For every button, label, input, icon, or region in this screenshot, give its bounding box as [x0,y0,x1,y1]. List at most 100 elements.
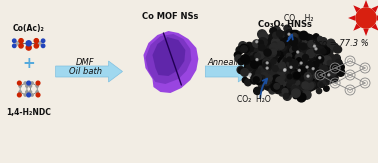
Circle shape [294,58,299,63]
Circle shape [260,66,268,75]
Circle shape [271,49,276,54]
Circle shape [331,64,339,72]
Circle shape [263,79,270,85]
Circle shape [326,54,335,63]
Circle shape [279,64,284,68]
Circle shape [302,67,309,75]
Polygon shape [56,61,122,82]
Circle shape [299,67,304,71]
Circle shape [255,77,263,84]
Circle shape [254,48,261,54]
Circle shape [292,89,300,97]
Circle shape [287,57,295,65]
Circle shape [235,55,242,62]
Circle shape [274,83,280,89]
Circle shape [256,59,258,61]
Circle shape [273,58,278,63]
Circle shape [282,89,288,94]
Circle shape [260,73,265,79]
Circle shape [291,34,300,43]
Circle shape [266,62,268,64]
Circle shape [301,78,309,86]
Circle shape [296,43,300,47]
Circle shape [237,66,244,73]
Circle shape [280,80,286,86]
Circle shape [291,52,301,61]
Circle shape [297,72,304,79]
Circle shape [333,54,340,62]
Circle shape [277,52,284,59]
Circle shape [321,47,330,56]
Circle shape [356,8,376,28]
Circle shape [322,56,331,65]
Circle shape [239,42,246,50]
Circle shape [335,60,342,67]
Text: 1,4-H₂NDC: 1,4-H₂NDC [6,108,51,117]
Circle shape [287,74,292,79]
Circle shape [318,61,326,69]
Circle shape [273,61,280,69]
Circle shape [295,53,302,61]
Circle shape [301,74,307,81]
Text: DMF: DMF [76,58,95,67]
Circle shape [292,71,301,80]
Circle shape [292,46,298,51]
Circle shape [289,58,295,64]
Text: Co₃O₄ HNSs: Co₃O₄ HNSs [258,20,312,29]
Circle shape [29,85,32,87]
Circle shape [266,67,268,69]
Circle shape [325,72,332,78]
Text: +: + [22,57,35,72]
Circle shape [296,58,302,63]
Circle shape [309,69,313,74]
Circle shape [291,33,297,39]
Circle shape [260,64,267,72]
Circle shape [291,85,300,94]
Circle shape [330,44,336,50]
Circle shape [303,68,311,75]
Circle shape [280,74,285,79]
Circle shape [245,61,254,70]
Circle shape [284,80,288,85]
Circle shape [260,70,265,75]
Circle shape [281,81,286,86]
Circle shape [31,82,33,84]
Circle shape [284,90,290,96]
Circle shape [321,48,329,55]
Polygon shape [353,23,361,31]
Text: Oil bath: Oil bath [69,67,102,76]
Circle shape [236,46,243,54]
Circle shape [254,58,260,64]
Circle shape [19,85,21,87]
Circle shape [318,37,322,42]
Circle shape [284,63,291,70]
Circle shape [289,65,294,70]
Circle shape [262,62,267,68]
Circle shape [262,75,270,83]
Circle shape [315,61,320,66]
Circle shape [327,39,335,47]
Circle shape [255,53,260,59]
Circle shape [257,42,264,49]
Circle shape [305,69,311,75]
Circle shape [284,69,286,71]
Circle shape [287,65,292,71]
Circle shape [311,61,319,69]
Circle shape [36,91,39,93]
Circle shape [293,93,298,99]
Circle shape [284,63,288,67]
Ellipse shape [245,30,335,96]
Circle shape [282,79,290,87]
Circle shape [334,46,341,53]
Circle shape [253,53,259,59]
Circle shape [254,87,261,95]
Circle shape [38,42,42,45]
Circle shape [273,77,278,82]
Circle shape [295,80,300,85]
Circle shape [256,69,264,78]
Circle shape [288,56,295,63]
Polygon shape [152,37,185,76]
Circle shape [284,25,290,31]
Circle shape [322,60,328,67]
Circle shape [273,66,278,71]
